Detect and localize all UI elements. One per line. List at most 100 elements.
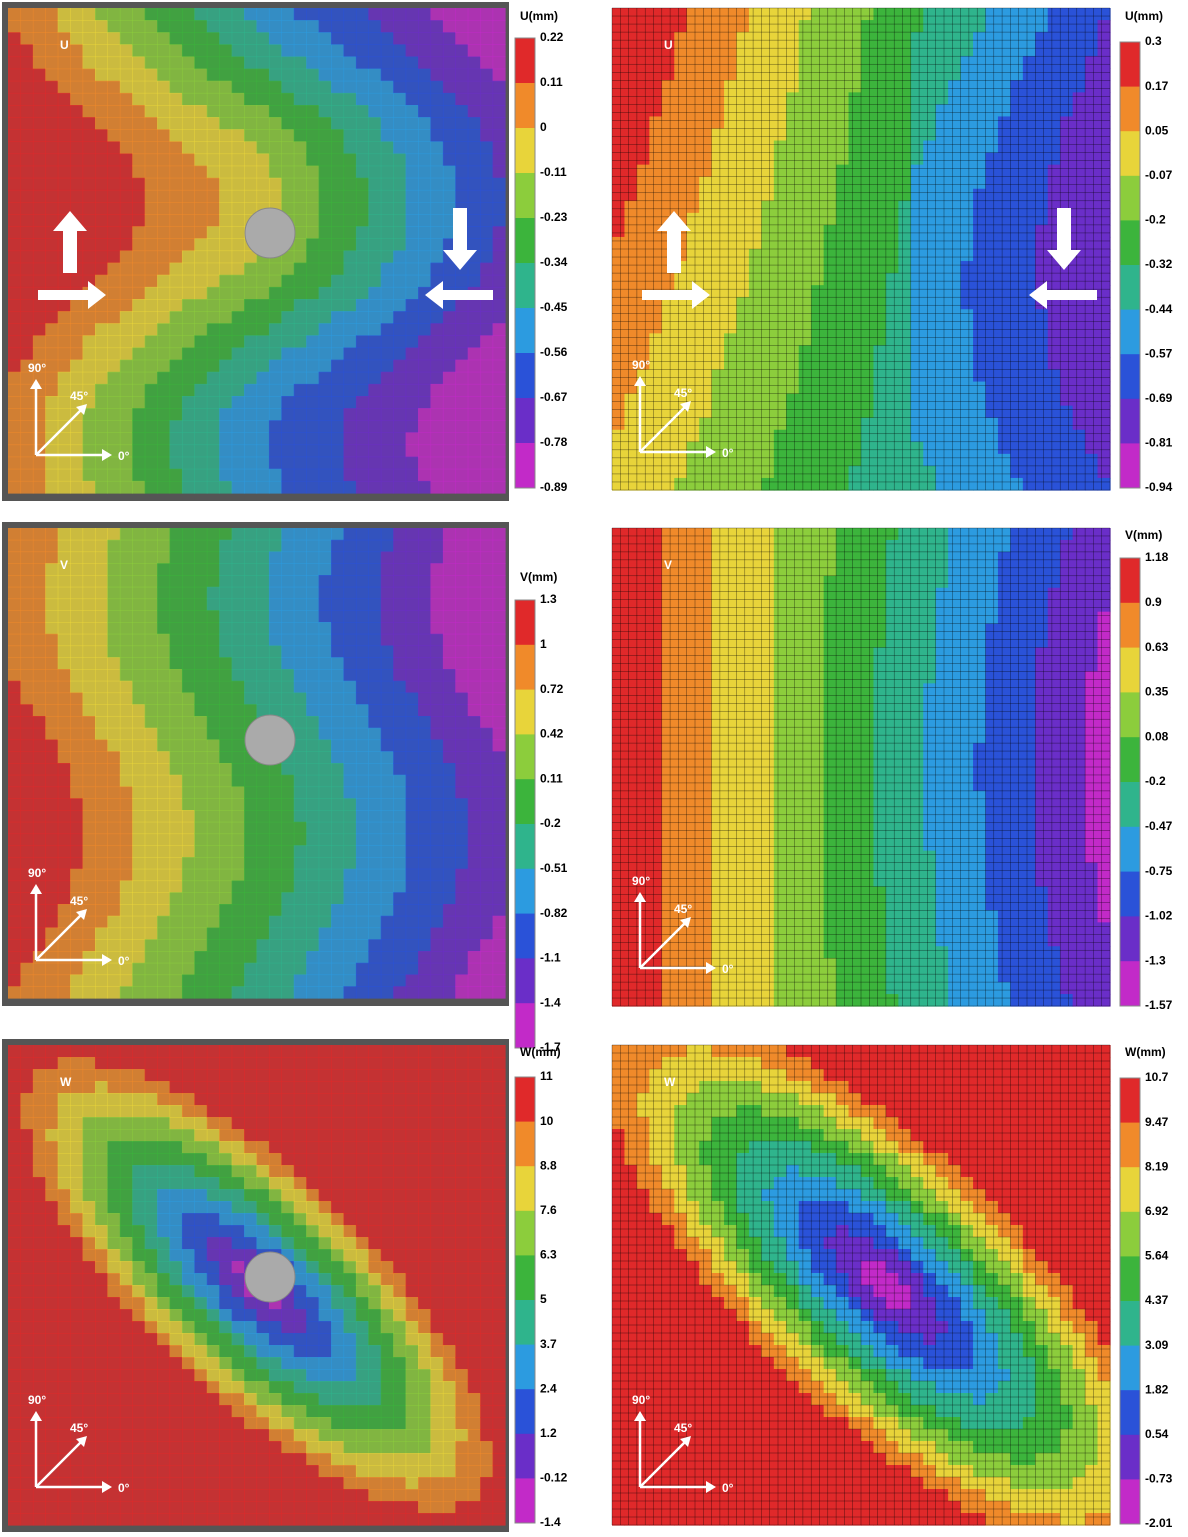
- contour-cell: [20, 32, 33, 45]
- contour-cell: [368, 44, 381, 57]
- contour-cell: [83, 117, 96, 130]
- contour-cell: [132, 311, 145, 324]
- contour-cell: [132, 963, 145, 975]
- contour-cell: [749, 189, 762, 202]
- contour-cell: [699, 189, 712, 202]
- contour-cell: [306, 740, 319, 752]
- contour-cell: [244, 408, 257, 421]
- contour-cell: [45, 657, 58, 669]
- contour-cell: [973, 478, 986, 491]
- contour-cell: [132, 469, 145, 482]
- contour-cell: [936, 261, 949, 274]
- contour-cell: [232, 263, 245, 276]
- contour-cell: [455, 599, 468, 611]
- contour-cell: [207, 810, 220, 822]
- contour-cell: [637, 309, 650, 322]
- contour-cell: [480, 238, 493, 251]
- contour-cell: [923, 418, 936, 431]
- contour-cell: [986, 261, 999, 274]
- contour-cell: [257, 916, 270, 928]
- contour-cell: [455, 154, 468, 167]
- contour-cell: [145, 693, 158, 705]
- contour-cell: [443, 360, 456, 373]
- contour-cell: [319, 166, 332, 179]
- contour-cell: [170, 540, 183, 552]
- contour-cell: [1010, 382, 1023, 395]
- contour-cell: [898, 430, 911, 443]
- contour-cell: [83, 657, 96, 669]
- contour-cell: [294, 928, 307, 940]
- contour-cell: [998, 345, 1011, 358]
- contour-cell: [468, 669, 481, 681]
- contour-cell: [861, 116, 874, 129]
- contour-cell: [95, 622, 108, 634]
- contour-cell: [998, 68, 1011, 81]
- contour-cell: [799, 44, 812, 57]
- contour-cell: [331, 904, 344, 916]
- contour-cell: [430, 311, 443, 324]
- contour-cell: [455, 372, 468, 385]
- contour-cell: [95, 822, 108, 834]
- contour-cell: [393, 975, 406, 987]
- contour-cell: [811, 249, 824, 262]
- contour-cell: [911, 153, 924, 166]
- contour-cell: [194, 251, 207, 264]
- contour-cell: [443, 178, 456, 191]
- contour-cell: [356, 129, 369, 142]
- contour-cell: [699, 333, 712, 346]
- contour-cell: [1073, 32, 1086, 45]
- contour-cell: [145, 834, 158, 846]
- contour-cell: [132, 214, 145, 227]
- contour-cell: [1023, 189, 1036, 202]
- contour-cell: [662, 177, 675, 190]
- contour-cell: [58, 975, 71, 987]
- contour-cell: [480, 928, 493, 940]
- contour-cell: [749, 285, 762, 298]
- contour-cell: [712, 8, 725, 21]
- contour-cell: [306, 323, 319, 336]
- contour-cell: [8, 693, 21, 705]
- contour-cell: [786, 394, 799, 407]
- contour-cell: [418, 928, 431, 940]
- contour-cell: [861, 32, 874, 45]
- contour-cell: [368, 263, 381, 276]
- contour-cell: [269, 190, 282, 203]
- contour-cell: [986, 213, 999, 226]
- contour-cell: [948, 201, 961, 214]
- contour-cell: [33, 575, 46, 587]
- contour-cell: [443, 622, 456, 634]
- contour-cell: [624, 285, 637, 298]
- contour-cell: [381, 975, 394, 987]
- contour-cell: [244, 105, 257, 118]
- contour-cell: [331, 552, 344, 564]
- contour-cell: [381, 117, 394, 130]
- contour-cell: [911, 56, 924, 69]
- contour-cell: [443, 728, 456, 740]
- contour-cell: [281, 408, 294, 421]
- contour-cell: [182, 857, 195, 869]
- contour-cell: [406, 892, 419, 904]
- contour-cell: [873, 80, 886, 93]
- contour-cell: [1035, 478, 1048, 491]
- contour-cell: [406, 669, 419, 681]
- contour-cell: [58, 141, 71, 154]
- contour-cell: [836, 249, 849, 262]
- contour-cell: [319, 787, 332, 799]
- contour-cell: [430, 751, 443, 763]
- contour-cell: [1060, 406, 1073, 419]
- contour-cell: [319, 587, 332, 599]
- contour-cell: [20, 226, 33, 239]
- contour-cell: [331, 129, 344, 142]
- contour-cell: [961, 44, 974, 57]
- contour-cell: [774, 430, 787, 443]
- contour-cell: [281, 951, 294, 963]
- contour-cell: [319, 129, 332, 142]
- contour-cell: [20, 57, 33, 70]
- contour-cell: [455, 552, 468, 564]
- contour-cell: [356, 928, 369, 940]
- contour-cell: [849, 129, 862, 142]
- contour-cell: [45, 587, 58, 599]
- contour-cell: [480, 81, 493, 94]
- contour-cell: [637, 141, 650, 154]
- contour-cell: [120, 251, 133, 264]
